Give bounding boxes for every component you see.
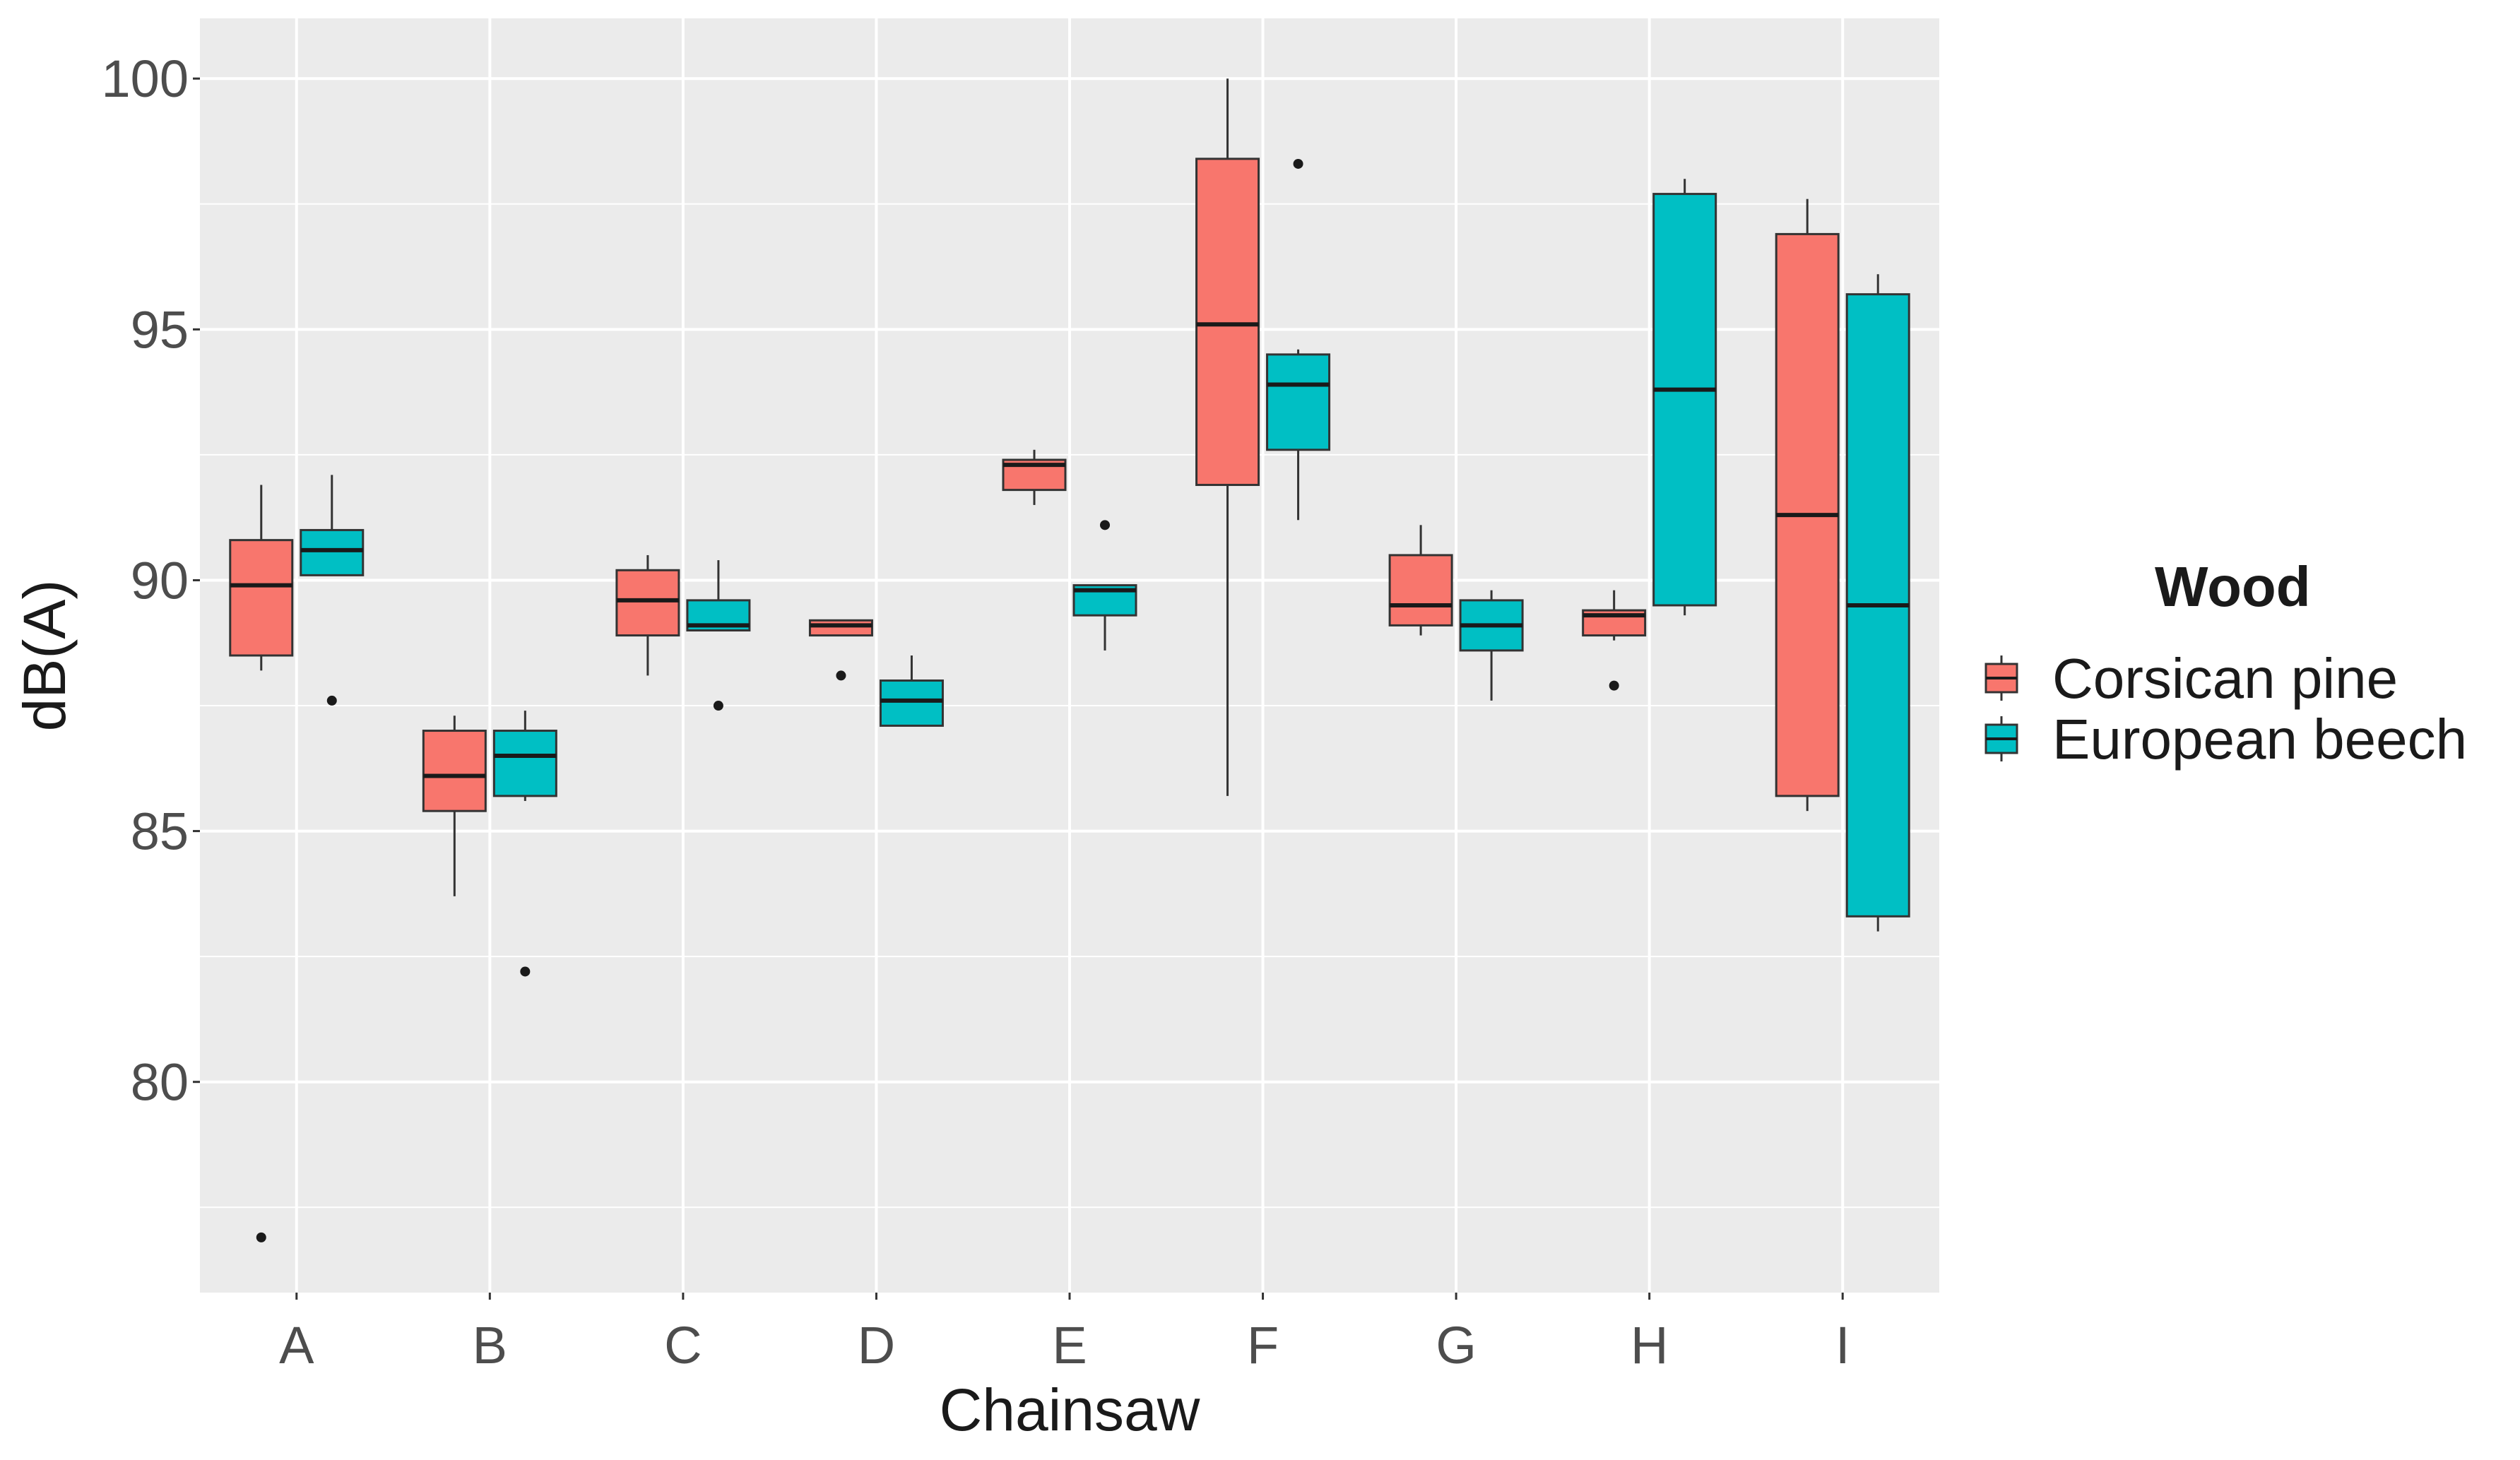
major-gridlines <box>200 18 1939 1293</box>
box-iqr <box>300 528 365 576</box>
y-tick-label: 80 <box>131 1053 189 1112</box>
box-european-beech-A <box>300 475 365 706</box>
y-axis-ticks: 80 85 90 95 100 <box>102 49 200 1112</box>
box-corsican-pine-F <box>1195 78 1260 796</box>
box-european-beech-B <box>492 711 557 977</box>
box-european-beech-D <box>879 655 944 727</box>
y-tick-label: 100 <box>102 49 189 108</box>
box-european-beech-I <box>1845 274 1910 932</box>
box-corsican-pine-B <box>422 716 487 896</box>
box-iqr <box>229 539 294 657</box>
x-tick-label: E <box>1052 1316 1087 1375</box>
box-iqr <box>808 619 873 637</box>
box-corsican-pine-D <box>808 619 873 681</box>
x-tick-label: C <box>664 1316 702 1375</box>
box-european-beech-G <box>1459 590 1524 701</box>
outlier-point <box>1609 680 1619 691</box>
box-iqr <box>1652 193 1717 607</box>
box-iqr <box>422 730 487 812</box>
box-iqr <box>492 730 557 797</box>
x-tick-label: H <box>1631 1316 1668 1375</box>
box-iqr <box>1195 158 1260 487</box>
box-corsican-pine-A <box>229 485 294 1242</box>
outlier-point <box>1100 520 1110 530</box>
legend-key-corsican-pine: Corsican pine <box>1984 647 2398 710</box>
box-iqr <box>615 569 680 637</box>
outlier-point <box>326 695 337 706</box>
x-axis-title: Chainsaw <box>940 1377 1200 1443</box>
box-iqr <box>1388 554 1453 627</box>
outlier-point <box>520 966 531 977</box>
box-corsican-pine-E <box>1002 449 1067 505</box>
legend-label: European beech <box>2052 708 2467 771</box>
box-european-beech-C <box>686 560 751 711</box>
box-iqr <box>1266 353 1331 451</box>
y-tick-label: 85 <box>131 802 189 861</box>
box-corsican-pine-G <box>1388 525 1453 636</box>
x-tick-label: G <box>1436 1316 1477 1375</box>
box-corsican-pine-H <box>1582 590 1647 691</box>
box-corsican-pine-I <box>1775 198 1840 812</box>
outlier-point <box>1293 158 1303 169</box>
legend-label: Corsican pine <box>2052 647 2398 710</box>
y-tick-label: 95 <box>131 300 189 359</box>
x-tick-label: I <box>1835 1316 1850 1375</box>
x-tick-label: B <box>473 1316 507 1375</box>
box-european-beech-F <box>1266 158 1331 521</box>
box-corsican-pine-C <box>615 554 680 676</box>
outlier-point <box>713 701 723 711</box>
x-tick-label: F <box>1247 1316 1279 1375</box>
x-axis-ticks: A B C D E F G H I <box>279 1293 1850 1375</box>
outlier-point <box>256 1232 266 1242</box>
x-tick-label: D <box>858 1316 895 1375</box>
box-european-beech-E <box>1072 520 1137 651</box>
outlier-point <box>836 670 846 681</box>
y-tick-label: 90 <box>131 551 189 610</box>
x-tick-label: A <box>279 1316 314 1375</box>
box-european-beech-H <box>1652 179 1717 616</box>
legend-key-european-beech: European beech <box>1984 708 2467 771</box>
box-layer <box>229 78 1910 1242</box>
legend-title: Wood <box>2155 555 2311 618</box>
y-axis-title: dB(A) <box>11 580 78 732</box>
box-iqr <box>879 679 944 727</box>
